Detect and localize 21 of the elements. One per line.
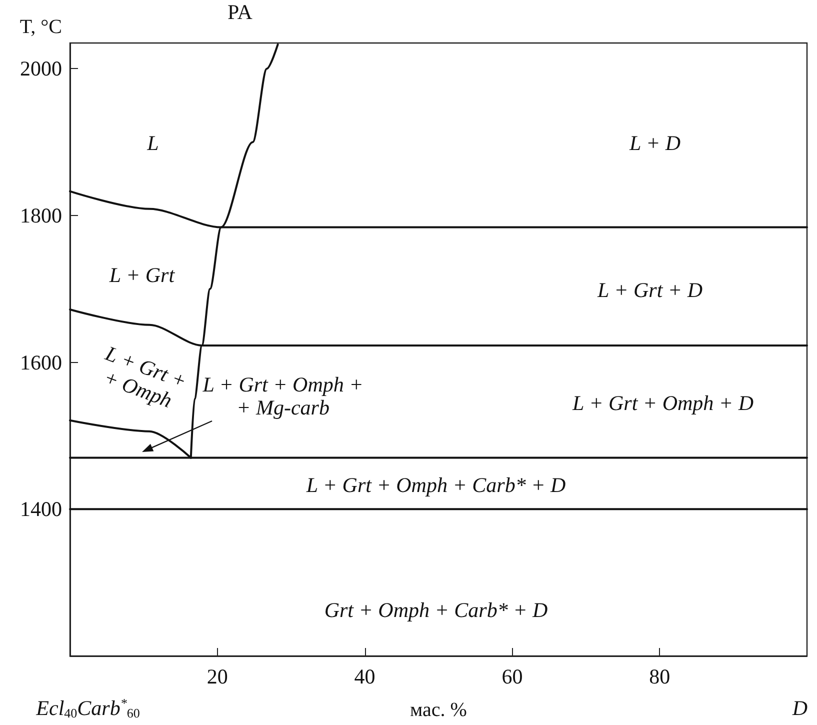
y-tick-label: 2000 bbox=[20, 56, 62, 81]
x-tick-label: 60 bbox=[502, 664, 523, 688]
y-tick-label: 1800 bbox=[20, 204, 62, 228]
annotation: Grt + Omph + Carb* + D bbox=[324, 598, 548, 622]
annotation: L + Grt + Omph + + Mg-carb bbox=[202, 372, 364, 420]
annotation: L + D bbox=[628, 131, 681, 155]
x-tick-label: 80 bbox=[649, 664, 670, 688]
y-tick-label: 1600 bbox=[20, 350, 62, 374]
x-axis-title: мас. % bbox=[410, 699, 467, 721]
annotation: L + Grt + Omph + D bbox=[572, 391, 754, 415]
text: D bbox=[791, 696, 808, 720]
annotation: L + Grt bbox=[108, 263, 176, 287]
annotation: L + Grt + + Omph bbox=[100, 340, 190, 412]
x-tick-label: 20 bbox=[206, 664, 228, 688]
annotation: L bbox=[146, 131, 159, 155]
text: PA bbox=[228, 0, 254, 24]
x-tick-label: 40 bbox=[354, 664, 376, 688]
annotation: L + Grt + D bbox=[596, 278, 702, 302]
annotation: L + Grt + Omph + Carb* + D bbox=[305, 473, 566, 497]
y-tick-label: 1400 bbox=[20, 497, 62, 522]
y-axis-title: T, °C bbox=[20, 16, 62, 38]
